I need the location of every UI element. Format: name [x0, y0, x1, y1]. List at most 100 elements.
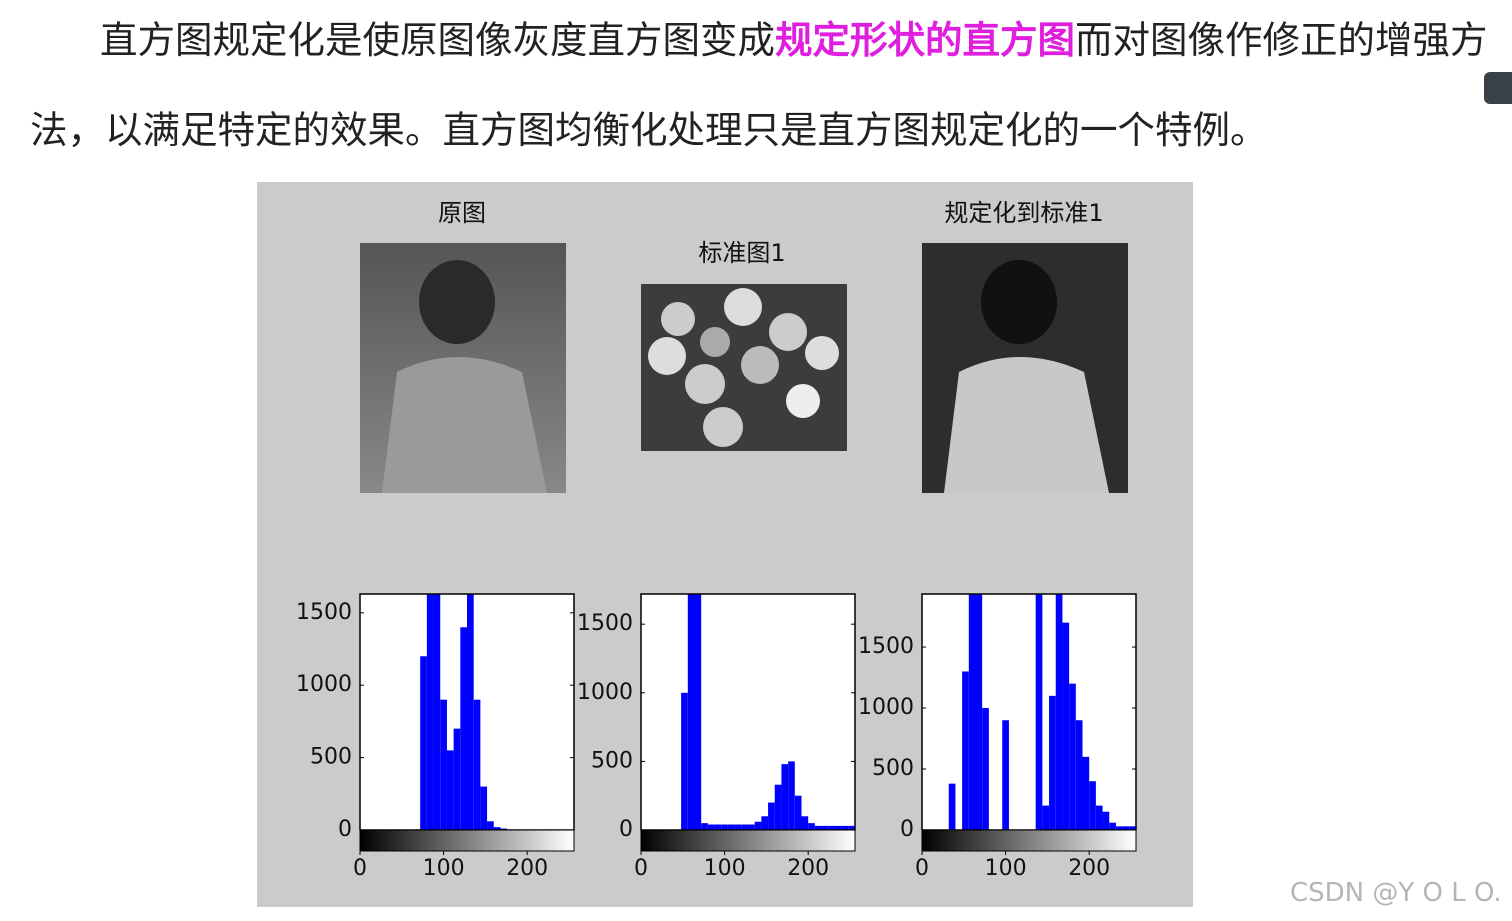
image-title: 原图: [438, 199, 486, 227]
bar: [1122, 826, 1130, 830]
x-tick-label: 0: [634, 856, 648, 881]
bar: [721, 824, 728, 830]
bar: [467, 594, 474, 830]
text: 直方图规定化是使原图像灰度直方图变成: [100, 18, 775, 62]
bar: [433, 594, 441, 830]
bar: [828, 825, 835, 830]
bar: [982, 708, 989, 830]
bar: [975, 594, 983, 830]
bar: [707, 824, 715, 830]
y-tick-label: 500: [872, 756, 914, 781]
bar: [440, 699, 447, 830]
histogram: 0 500 1000 1500 0 100 200: [296, 593, 575, 881]
y-tick-label: 1500: [296, 600, 352, 625]
y-tick-label: 1000: [296, 672, 352, 697]
bar: [841, 825, 849, 830]
y-tick-label: 0: [338, 817, 352, 842]
bar: [1055, 594, 1063, 830]
x-tick-label: 200: [1068, 856, 1110, 881]
bar: [748, 824, 755, 830]
bar: [1095, 805, 1103, 830]
bar: [741, 824, 748, 830]
highlight: 规定形状的直方图: [775, 18, 1075, 62]
y-tick-label: 0: [900, 817, 914, 842]
colorbar: [640, 829, 856, 852]
y-tick-label: 500: [591, 748, 633, 773]
bar: [1035, 594, 1043, 830]
x-tick-label: 200: [506, 856, 548, 881]
x-tick-label: 100: [985, 856, 1027, 881]
bar: [788, 761, 795, 830]
bar: [473, 699, 481, 830]
bar: [727, 824, 735, 830]
histogram: 0 500 1000 1500 0 100 200: [577, 593, 856, 881]
bar: [426, 594, 434, 830]
bar: [1115, 826, 1123, 830]
bar: [1002, 720, 1009, 830]
histogram: 0 500 1000 1500 0 100 200: [858, 593, 1137, 881]
bar: [768, 802, 775, 830]
text: 而对图像作修正的增强方法，以满足特定的效果。直方图均衡化处理只是直方图规定化的一…: [30, 18, 1488, 152]
bar: [962, 671, 969, 830]
bar: [848, 825, 855, 830]
bar: [1069, 683, 1076, 830]
bar: [1129, 826, 1136, 830]
y-tick-label: 500: [310, 745, 352, 770]
paragraph: 直方图规定化是使原图像灰度直方图变成规定形状的直方图而对图像作修正的增强方法，以…: [30, 0, 1510, 175]
bar: [781, 764, 789, 830]
colorbar: [359, 829, 575, 852]
bar: [808, 823, 815, 830]
bar: [821, 825, 829, 830]
colorbar: [921, 829, 1137, 852]
bar: [420, 656, 427, 830]
x-tick-label: 0: [353, 856, 367, 881]
x-tick-label: 0: [915, 856, 929, 881]
x-tick-label: 100: [704, 856, 746, 881]
bar: [1042, 805, 1050, 830]
bar: [734, 824, 742, 830]
bar: [1062, 622, 1070, 830]
y-tick-label: 1000: [577, 680, 633, 705]
bar: [1049, 695, 1056, 830]
bar: [687, 594, 695, 830]
bar: [1089, 781, 1096, 830]
y-tick-label: 1500: [577, 611, 633, 636]
bar: [774, 784, 782, 830]
image-specified: [922, 243, 1128, 493]
bar: [453, 728, 461, 830]
bar: [460, 627, 467, 830]
bars: [681, 594, 855, 830]
bar: [681, 692, 688, 830]
plot-area: [922, 594, 1136, 830]
x-tick-label: 200: [787, 856, 829, 881]
bars: [948, 594, 1136, 830]
bar: [968, 594, 976, 830]
bars: [420, 594, 508, 830]
image-coins: [641, 284, 847, 451]
y-tick-label: 1500: [858, 634, 914, 659]
mic-button[interactable]: [1484, 72, 1512, 104]
bar: [1102, 811, 1110, 830]
plot-area: [641, 594, 855, 830]
bar: [794, 795, 802, 830]
image-title: 规定化到标准1: [944, 199, 1103, 227]
bar: [493, 827, 501, 830]
bar: [480, 786, 488, 830]
bar: [1082, 756, 1090, 830]
bar: [446, 750, 454, 830]
bar: [487, 821, 494, 830]
bar: [801, 816, 809, 830]
y-tick-label: 0: [619, 817, 633, 842]
bar: [694, 594, 702, 830]
image-original: [360, 243, 566, 493]
bar: [701, 823, 708, 830]
bar: [1075, 720, 1083, 830]
bar: [754, 821, 762, 830]
watermark: CSDN @Y O L O.: [1290, 878, 1502, 908]
y-tick-label: 1000: [858, 695, 914, 720]
bar: [814, 825, 822, 830]
image-title: 标准图1: [698, 239, 785, 267]
bar: [761, 816, 769, 830]
bar: [948, 783, 956, 830]
